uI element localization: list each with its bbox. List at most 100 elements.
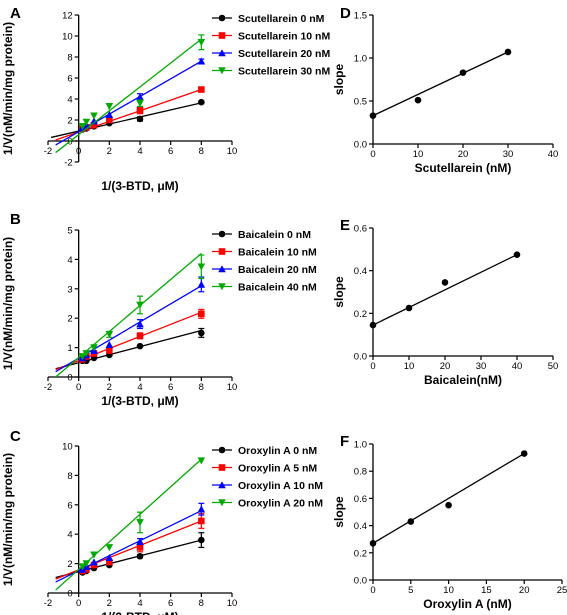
y-tick-label: 1.5 — [354, 11, 367, 22]
legend: Baicalein 0 nM Baicalein 10 nM Baicalein 2… — [212, 229, 317, 294]
y-tick-label: 0 — [67, 589, 72, 600]
y-tick-label: 3 — [67, 284, 72, 295]
fit-line — [55, 285, 202, 373]
x-tick-label: 50 — [548, 361, 559, 372]
data-point — [90, 551, 98, 559]
x-tick-label: 0 — [76, 598, 81, 609]
y-axis-title: slope — [332, 64, 346, 96]
x-axis-title: Scutellarein (nM) — [415, 161, 512, 175]
x-tick-label: 0 — [76, 146, 81, 157]
series-1 — [369, 251, 521, 329]
data-point — [504, 48, 512, 56]
y-tick-label: 0.2 — [354, 309, 367, 320]
data-point — [198, 329, 205, 337]
data-point — [82, 118, 91, 126]
legend-entry: Baicalein 20 nM — [238, 264, 317, 276]
y-tick-label: 2 — [67, 559, 72, 570]
legend-marker — [218, 230, 226, 238]
y-tick-label: 0.5 — [354, 97, 367, 108]
y-tick-label: 6 — [67, 500, 72, 511]
series-4 — [55, 253, 206, 378]
x-tick-label: 8 — [199, 382, 204, 393]
y-axis-title: slope — [332, 276, 346, 308]
data-point — [90, 558, 98, 566]
panel-label: B — [10, 211, 21, 228]
x-tick-label: -2 — [44, 598, 52, 609]
data-point — [82, 350, 91, 358]
panel-c: C -2 0 2 4 6 8 10 0 2 4 6 8 10 1/(3-BTD, μM) 1/V(nM/min… — [1, 428, 323, 615]
panel-label: C — [10, 428, 21, 445]
data-point — [136, 552, 144, 560]
data-point — [407, 518, 415, 525]
data-point — [197, 57, 206, 65]
legend-marker — [218, 49, 226, 57]
panel-label: A — [10, 5, 21, 22]
y-axis-title: 1/V(nM/min/mg protein) — [1, 453, 15, 586]
y-tick-label: 0.4 — [354, 266, 367, 277]
legend-marker — [218, 248, 226, 255]
x-axis-title: 1/(3-BTD, μM) — [101, 394, 178, 408]
y-tick-label: 4 — [67, 255, 72, 266]
x-tick-label: 10 — [443, 585, 454, 596]
x-tick-label: 4 — [137, 382, 142, 393]
fit-line — [55, 510, 202, 583]
x-tick-label: 6 — [168, 382, 173, 393]
legend-entry: Scutellarein 10 nM — [238, 31, 330, 43]
panel-e: E 0 10 20 30 40 50 0.0 0.2 0.4 0.6 Baicalein(nM) slo… — [332, 217, 558, 387]
y-tick-label: 0.8 — [354, 467, 367, 478]
data-point — [106, 558, 113, 566]
data-point — [136, 342, 144, 350]
y-tick-label: 4 — [67, 530, 72, 541]
y-tick-label: 1.0 — [354, 54, 367, 65]
x-tick-label: 2 — [107, 598, 112, 609]
legend-entry: Oroxylin A 10 nM — [238, 480, 323, 492]
fit-line — [372, 254, 518, 326]
fit-line — [55, 38, 202, 154]
fit-line — [55, 329, 202, 370]
data-point — [136, 107, 144, 114]
data-point — [90, 112, 98, 120]
fit-line — [55, 458, 202, 591]
legend-marker — [218, 283, 226, 291]
panel-f: F 0 5 10 15 20 25 0.0 0.2 0.4 0.6 0.8 1.0 Oroxylin A … — [332, 433, 567, 611]
series-4 — [55, 34, 206, 154]
data-point — [136, 537, 144, 545]
y-tick-label: -2 — [64, 158, 72, 169]
data-point — [136, 93, 144, 101]
y-tick-label: 0.0 — [354, 576, 367, 587]
data-point — [520, 450, 528, 457]
y-tick-label: 8 — [67, 471, 72, 482]
series-1 — [55, 327, 205, 370]
legend-marker — [218, 67, 226, 75]
x-axis-title: 1/(3-BTD, μM) — [101, 179, 178, 193]
legend: Oroxylin A 0 nM Oroxylin A 5 nM Oroxylin A… — [212, 445, 323, 510]
data-point — [105, 110, 114, 119]
data-point — [197, 39, 206, 47]
data-point — [82, 560, 91, 568]
y-tick-label: 12 — [62, 11, 73, 22]
legend-entry: Oroxylin A 5 nM — [238, 463, 317, 475]
y-tick-label: 0 — [67, 373, 72, 384]
legend-entry: Oroxylin A 20 nM — [238, 498, 323, 510]
y-tick-label: 0.6 — [354, 494, 367, 505]
legend-entry: Oroxylin A 0 nM — [238, 445, 317, 457]
y-tick-label: 0.0 — [354, 352, 367, 363]
x-tick-label: -2 — [44, 382, 52, 393]
data-point — [369, 112, 377, 119]
y-tick-label: 0.6 — [354, 224, 367, 235]
data-point — [136, 320, 144, 328]
x-tick-label: 10 — [227, 598, 238, 609]
fit-line — [55, 253, 202, 378]
fit-line — [372, 452, 525, 544]
data-point — [136, 115, 144, 123]
x-tick-label: 8 — [199, 598, 204, 609]
x-tick-label: 0 — [76, 382, 81, 393]
y-tick-label: 10 — [62, 442, 73, 453]
data-point — [405, 304, 413, 312]
x-tick-label: 0 — [370, 585, 375, 596]
y-axis-title: slope — [332, 496, 346, 528]
fit-line — [50, 102, 202, 139]
y-tick-label: 0.0 — [354, 140, 367, 151]
data-point — [136, 99, 144, 107]
data-point — [105, 103, 114, 111]
